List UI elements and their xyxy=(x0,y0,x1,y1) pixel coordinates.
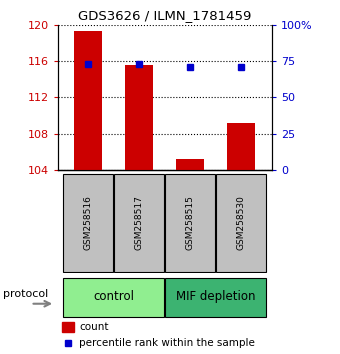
Text: count: count xyxy=(79,322,109,332)
Text: GSM258517: GSM258517 xyxy=(135,195,144,251)
Bar xyxy=(227,123,255,170)
Text: GSM258515: GSM258515 xyxy=(186,195,195,251)
Bar xyxy=(125,65,153,170)
Bar xyxy=(165,175,216,272)
Text: MIF depletion: MIF depletion xyxy=(176,290,256,303)
Bar xyxy=(176,159,204,170)
Bar xyxy=(62,322,74,332)
Text: GSM258530: GSM258530 xyxy=(237,195,246,251)
Bar xyxy=(74,31,102,170)
Bar xyxy=(216,175,267,272)
Bar xyxy=(165,278,267,317)
Text: GSM258516: GSM258516 xyxy=(84,195,93,251)
Bar xyxy=(64,278,164,317)
Bar xyxy=(64,175,114,272)
Bar xyxy=(114,175,164,272)
Text: protocol: protocol xyxy=(3,289,49,299)
Text: control: control xyxy=(94,290,134,303)
Title: GDS3626 / ILMN_1781459: GDS3626 / ILMN_1781459 xyxy=(78,9,252,22)
Text: percentile rank within the sample: percentile rank within the sample xyxy=(79,338,255,348)
